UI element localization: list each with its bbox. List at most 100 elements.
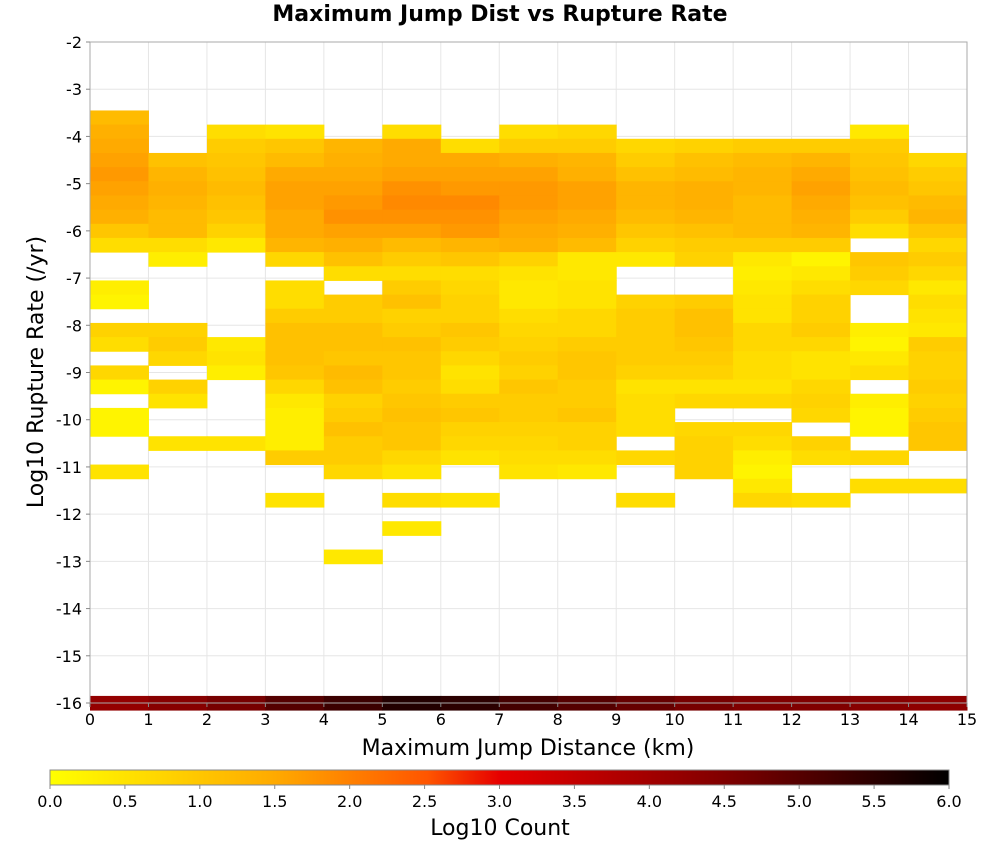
heatmap-cell bbox=[499, 464, 559, 480]
heatmap-cell bbox=[791, 322, 851, 338]
heatmap-cell bbox=[323, 422, 383, 437]
heatmap-cell bbox=[499, 237, 559, 253]
heatmap-cell bbox=[90, 138, 149, 154]
colorbar-tick-label: 4.5 bbox=[712, 792, 737, 811]
heatmap-cell bbox=[499, 223, 559, 239]
heatmap-cell bbox=[440, 138, 500, 154]
heatmap-cell bbox=[148, 223, 208, 239]
heatmap-cell bbox=[616, 223, 676, 239]
heatmap-cell bbox=[557, 266, 617, 281]
heatmap-cell bbox=[323, 138, 383, 154]
heatmap-cell bbox=[616, 167, 676, 182]
heatmap-cell bbox=[557, 209, 617, 225]
heatmap-cell bbox=[90, 167, 149, 182]
heatmap-cell bbox=[382, 181, 442, 196]
x-tick-label: 4 bbox=[319, 710, 329, 729]
x-tick-label: 10 bbox=[664, 710, 684, 729]
y-tick-label: -2 bbox=[66, 33, 82, 52]
heatmap-cell bbox=[557, 436, 617, 451]
heatmap-cell bbox=[323, 252, 383, 267]
heatmap-cell bbox=[850, 351, 910, 366]
heatmap-cell bbox=[90, 337, 149, 352]
heatmap-cell bbox=[557, 138, 617, 154]
heatmap-cell bbox=[557, 152, 617, 168]
heatmap-cell bbox=[265, 181, 325, 196]
heatmap-cell bbox=[791, 252, 851, 267]
heatmap-cell bbox=[440, 436, 500, 451]
heatmap-cell bbox=[440, 492, 500, 508]
heatmap-cell bbox=[791, 351, 851, 366]
heatmap-cell bbox=[90, 294, 149, 310]
heatmap-cell bbox=[440, 280, 500, 296]
x-tick-label: 5 bbox=[377, 710, 387, 729]
heatmap-cell bbox=[265, 138, 325, 154]
y-tick-label: -5 bbox=[66, 175, 82, 194]
heatmap-cell bbox=[499, 365, 559, 381]
heatmap-cell bbox=[382, 422, 442, 437]
heatmap-cell bbox=[440, 266, 500, 281]
x-tick-label: 13 bbox=[840, 710, 860, 729]
heatmap-cell bbox=[206, 365, 266, 381]
heatmap-cell bbox=[382, 266, 442, 281]
heatmap-cell bbox=[850, 450, 910, 466]
heatmap-cell bbox=[499, 167, 559, 182]
heatmap-cell bbox=[148, 237, 208, 253]
heatmap-cell bbox=[265, 308, 325, 324]
heatmap-cell bbox=[206, 337, 266, 352]
heatmap-cell bbox=[382, 379, 442, 395]
heatmap-cell bbox=[674, 252, 734, 267]
heatmap-cell bbox=[850, 407, 910, 423]
heatmap-cell bbox=[908, 167, 968, 182]
heatmap-cell bbox=[90, 124, 149, 140]
heatmap-cell bbox=[90, 322, 149, 338]
colorbar-tick-label: 3.5 bbox=[562, 792, 587, 811]
heatmap-cell bbox=[908, 365, 968, 381]
y-tick-label: -11 bbox=[56, 458, 82, 477]
heatmap-cell bbox=[499, 407, 559, 423]
heatmap-cell bbox=[733, 464, 793, 480]
heatmap-cell bbox=[674, 337, 734, 352]
heatmap-cell bbox=[265, 393, 325, 409]
heatmap-cell bbox=[908, 152, 968, 168]
heatmap-cell bbox=[382, 337, 442, 352]
heatmap-cell bbox=[616, 209, 676, 225]
heatmap-cell bbox=[733, 294, 793, 310]
heatmap-cell bbox=[616, 322, 676, 338]
heatmap-cell bbox=[148, 167, 208, 182]
heatmap-cell bbox=[499, 351, 559, 366]
heatmap-cell bbox=[90, 181, 149, 196]
colorbar-tick-label: 0.5 bbox=[112, 792, 137, 811]
colorbar-tick-label: 4.0 bbox=[637, 792, 662, 811]
heatmap-cell bbox=[382, 138, 442, 154]
heatmap-cell bbox=[557, 124, 617, 140]
heatmap-cell bbox=[616, 422, 676, 437]
heatmap-cell bbox=[674, 294, 734, 310]
heatmap-cell bbox=[499, 280, 559, 296]
x-tick-label: 1 bbox=[143, 710, 153, 729]
heatmap-cell bbox=[499, 422, 559, 437]
heatmap-cell bbox=[265, 450, 325, 466]
heatmap-cell bbox=[440, 379, 500, 395]
heatmap-cell bbox=[265, 422, 325, 437]
heatmap-cell bbox=[323, 308, 383, 324]
heatmap-cell bbox=[791, 365, 851, 381]
heatmap-cell bbox=[323, 195, 383, 211]
heatmap-cell bbox=[850, 365, 910, 381]
x-tick-label: 3 bbox=[260, 710, 270, 729]
heatmap-cell bbox=[850, 280, 910, 296]
heatmap-cell bbox=[499, 322, 559, 338]
x-tick-label: 8 bbox=[553, 710, 563, 729]
x-tick-label: 9 bbox=[611, 710, 621, 729]
heatmap-cell bbox=[733, 337, 793, 352]
colorbar-tick-label: 5.0 bbox=[786, 792, 811, 811]
heatmap-cell bbox=[265, 492, 325, 508]
heatmap-cell bbox=[499, 195, 559, 211]
heatmap-cell bbox=[323, 237, 383, 253]
x-tick-label: 15 bbox=[957, 710, 977, 729]
heatmap-cell bbox=[90, 365, 149, 381]
heatmap-cell bbox=[206, 436, 266, 451]
heatmap-cell bbox=[440, 252, 500, 267]
heatmap-cell bbox=[733, 450, 793, 466]
heatmap-cell bbox=[674, 209, 734, 225]
heatmap-cell bbox=[557, 450, 617, 466]
